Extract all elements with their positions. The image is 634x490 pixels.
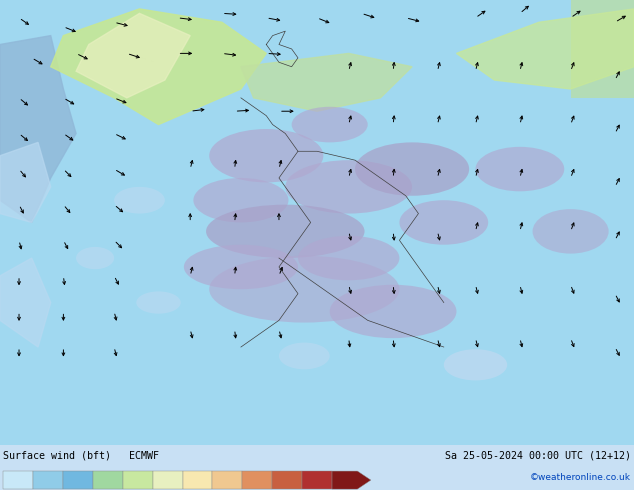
Polygon shape <box>0 143 51 222</box>
Polygon shape <box>456 9 634 89</box>
Text: ©weatheronline.co.uk: ©weatheronline.co.uk <box>530 473 631 482</box>
Bar <box>93 471 123 489</box>
Bar <box>153 471 183 489</box>
Bar <box>212 471 242 489</box>
Bar <box>3 471 33 489</box>
Bar <box>571 0 634 98</box>
Ellipse shape <box>209 129 323 182</box>
Polygon shape <box>0 258 51 347</box>
Polygon shape <box>332 471 371 489</box>
Polygon shape <box>241 53 412 111</box>
Bar <box>302 471 332 489</box>
Ellipse shape <box>533 209 609 254</box>
Ellipse shape <box>114 187 165 214</box>
Ellipse shape <box>444 349 507 380</box>
Bar <box>272 471 302 489</box>
Ellipse shape <box>209 256 399 322</box>
Bar <box>242 471 272 489</box>
Polygon shape <box>51 9 266 124</box>
Ellipse shape <box>298 236 399 280</box>
Bar <box>63 471 93 489</box>
Ellipse shape <box>476 147 564 191</box>
Ellipse shape <box>76 247 114 269</box>
Ellipse shape <box>184 245 298 289</box>
Ellipse shape <box>136 292 181 314</box>
Ellipse shape <box>193 178 288 222</box>
Ellipse shape <box>355 143 469 196</box>
Text: Sa 25-05-2024 00:00 UTC (12+12): Sa 25-05-2024 00:00 UTC (12+12) <box>445 450 631 460</box>
Ellipse shape <box>399 200 488 245</box>
Polygon shape <box>0 36 76 222</box>
Bar <box>183 471 212 489</box>
Ellipse shape <box>292 107 368 143</box>
Ellipse shape <box>285 160 412 214</box>
Polygon shape <box>76 13 190 98</box>
Ellipse shape <box>279 343 330 369</box>
Text: Surface wind (bft)   ECMWF: Surface wind (bft) ECMWF <box>3 450 159 460</box>
Bar <box>123 471 153 489</box>
Ellipse shape <box>330 285 456 338</box>
Ellipse shape <box>206 205 365 258</box>
Bar <box>33 471 63 489</box>
